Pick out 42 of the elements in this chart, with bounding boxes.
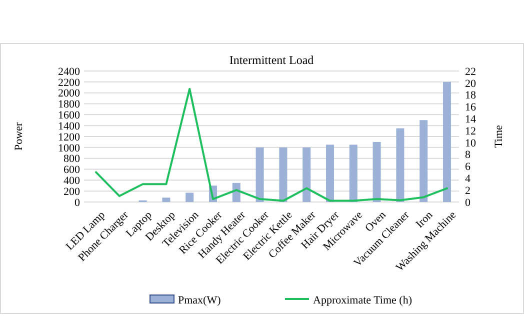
y2-tick-label: 10	[465, 137, 476, 150]
y-tick-label: 2000	[58, 88, 80, 100]
y2-tick-label: 4	[465, 173, 471, 186]
bar	[326, 144, 334, 202]
y-tick-label: 1000	[58, 142, 80, 154]
bar	[302, 147, 311, 202]
bar	[162, 198, 170, 202]
y-tick-label: 2200	[58, 76, 80, 89]
bar	[186, 192, 194, 202]
bar	[396, 128, 404, 202]
y2-axis-title: Time	[493, 124, 505, 148]
y-axis-title: Power	[13, 122, 25, 151]
y2-tick-label: 14	[465, 113, 476, 126]
y2-tick-label: 22	[465, 66, 476, 78]
y2-tick-label: 8	[465, 149, 471, 162]
y-tick-label: 800	[64, 153, 80, 166]
bar	[372, 142, 381, 202]
y-tick-label: 1400	[58, 120, 80, 132]
y-tick-label: 400	[64, 175, 80, 188]
bar	[349, 144, 358, 202]
y-tick-label: 200	[64, 186, 80, 198]
y2-tick-label: 18	[465, 90, 476, 102]
y-tick-label: 2400	[58, 66, 80, 78]
y-tick-label: 1200	[58, 131, 80, 144]
legend-label: Approximate Time (h)	[313, 294, 412, 306]
y2-tick-label: 6	[465, 161, 471, 174]
y2-tick-label: 20	[465, 78, 476, 90]
y2-tick-label: 16	[465, 102, 476, 114]
chart-title: Intermittent Load	[229, 53, 314, 67]
bar	[279, 147, 288, 202]
y2-tick-label: 12	[465, 125, 476, 138]
y-tick-label: 0	[74, 196, 80, 209]
legend-label: Pmax(W)	[178, 294, 222, 306]
y2-tick-label: 2	[465, 184, 470, 197]
bar	[443, 82, 451, 202]
bar	[420, 120, 428, 202]
y-tick-label: 1800	[58, 98, 80, 111]
y2-tick-label: 0	[465, 196, 471, 209]
line-series	[95, 88, 448, 202]
y-tick-label: 1600	[58, 110, 80, 122]
bar	[256, 147, 264, 202]
y-tick-label: 600	[64, 164, 80, 176]
